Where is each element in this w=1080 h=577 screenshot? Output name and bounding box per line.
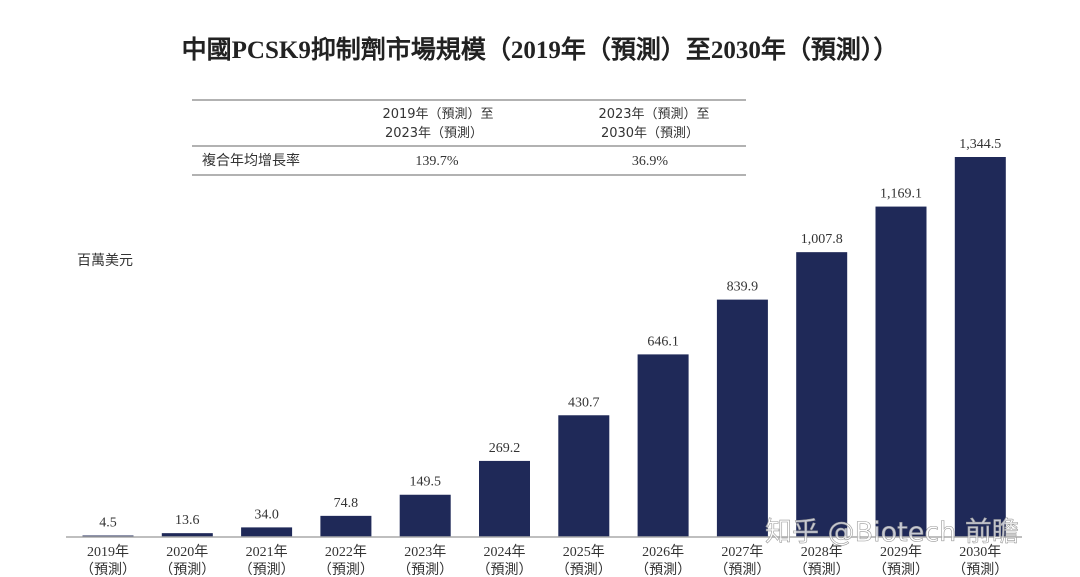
data-label: 430.7 [568,395,600,410]
x-tick-label: 2027年 [721,544,763,560]
table-value-2: 36.9% [632,154,669,169]
x-tick-label: 2029年 [880,544,922,560]
x-tick-label: 2025年 [563,544,605,560]
data-label: 269.2 [489,441,521,456]
x-tick-sublabel: （預測） [714,562,770,577]
data-label: 1,344.5 [959,137,1001,152]
bar-2026年 [637,354,689,537]
x-tick-sublabel: （預測） [159,562,215,577]
chart-title: 中國PCSK9抑制劑市場規模（2019年（預測）至2030年（預測）） [182,35,899,64]
table-header-2-line2: 2030年（預測） [601,126,699,141]
x-tick-sublabel: （預測） [952,562,1008,577]
bar-2024年 [479,460,530,537]
x-tick-label: 2024年 [484,544,526,560]
bar-2029年 [875,206,927,537]
table-header-1-line2: 2023年（預測） [385,126,483,141]
x-tick-label: 2026年 [642,544,684,560]
x-tick-sublabel: （預測） [556,562,612,577]
x-tick-label: 2021年 [246,544,288,560]
data-label: 1,007.8 [801,232,843,247]
x-tick-label: 2030年 [959,544,1001,560]
data-label: 1,169.1 [880,187,922,202]
x-tick-sublabel: （預測） [397,562,453,577]
table-header-1-line1: 2019年（預測）至 [382,107,493,122]
x-tick-label: 2022年 [325,544,367,560]
bar-2023年 [399,494,451,537]
labels: 4.5 2019年 （預測） 13.6 2020年 （預測） 34.0 2021年 （預測） 74… [80,137,1008,577]
x-tick-sublabel: （預測） [794,562,850,577]
watermark: 知乎 @Biotech 前瞻 [765,517,1019,548]
data-label: 34.0 [254,507,279,522]
data-label: 4.5 [99,516,117,531]
x-tick-label: 2023年 [404,544,446,560]
data-label: 839.9 [727,280,759,295]
x-tick-sublabel: （預測） [80,562,136,577]
x-tick-sublabel: （預測） [318,562,374,577]
data-label: 13.6 [175,513,200,528]
x-tick-label: 2020年 [166,544,208,560]
bar-2030年 [954,157,1006,537]
x-tick-sublabel: （預測） [239,562,295,577]
bar-2022年 [320,515,372,537]
x-tick-label: 2028年 [801,544,843,560]
bar-2027年 [716,299,768,537]
data-label: 74.8 [334,496,359,511]
x-tick-sublabel: （預測） [477,562,533,577]
bar-2028年 [796,252,848,537]
y-axis-unit-label: 百萬美元 [77,253,133,269]
x-tick-label: 2019年 [87,544,129,560]
bar-2021年 [241,527,293,537]
table-header-2-line1: 2023年（預測）至 [598,107,709,122]
data-label: 149.5 [409,475,441,490]
table-value-1: 139.7% [415,154,459,169]
cagr-table: 2019年（預測）至 2023年（預測） 2023年（預測）至 2030年（預測… [192,99,746,176]
bars [82,157,1006,537]
table-row-label: 複合年均增長率 [202,152,300,169]
x-tick-sublabel: （預測） [635,562,691,577]
bar-2025年 [558,415,610,537]
x-tick-sublabel: （預測） [873,562,929,577]
bar-2020年 [161,533,213,537]
data-label: 646.1 [647,334,679,349]
